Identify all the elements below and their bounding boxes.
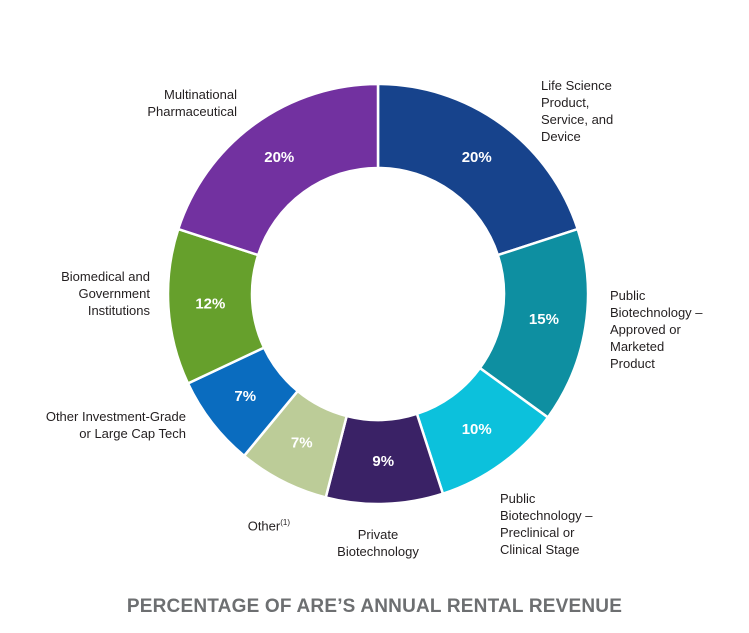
percent-labels: 20% 15% 10% 9% 7% 7% 12% 20% <box>195 149 559 470</box>
label-public-biotech-approved: Public Biotechnology – Approved or Marke… <box>610 288 703 371</box>
label-multinational: Multinational Pharmaceutical <box>147 87 237 119</box>
slice-7 <box>176 82 380 257</box>
label-life-science: Life Science Product, Service, and Devic… <box>541 78 614 144</box>
slice-value-label-4: 7% <box>291 435 313 452</box>
slice-0 <box>376 82 580 257</box>
slice-value-label-2: 10% <box>462 421 492 438</box>
label-other-investment-grade: Other Investment-Grade or Large Cap Tech <box>45 409 186 441</box>
slice-value-label-5: 7% <box>234 388 256 405</box>
label-public-biotech-preclinical: Public Biotechnology – Preclinical or Cl… <box>500 491 593 557</box>
slice-value-label-6: 12% <box>195 296 225 313</box>
donut-slices <box>166 82 590 506</box>
label-other: Other(1) <box>190 497 290 534</box>
slice-value-label-0: 20% <box>462 149 492 166</box>
label-other-footnote: (1) <box>280 518 290 527</box>
label-biomedical: Biomedical and Government Institutions <box>61 269 150 318</box>
label-other-text: Other <box>247 518 281 534</box>
slice-value-label-1: 15% <box>529 311 559 328</box>
slice-value-label-7: 20% <box>264 149 294 166</box>
slice-value-label-3: 9% <box>372 453 394 470</box>
chart-title: PERCENTAGE OF ARE’S ANNUAL RENTAL REVENU… <box>126 596 623 617</box>
label-private-biotech: Private Biotechnology <box>337 527 419 559</box>
